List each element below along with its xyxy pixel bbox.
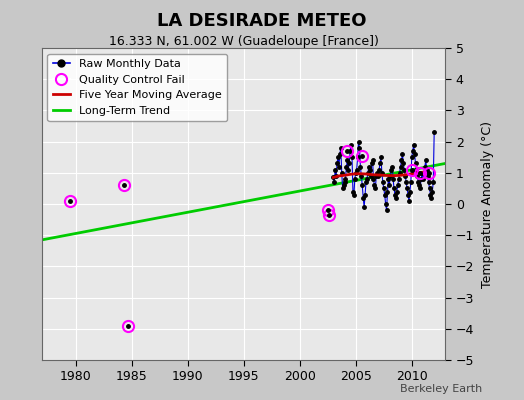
Text: LA DESIRADE METEO: LA DESIRADE METEO [157, 12, 367, 30]
Title: 16.333 N, 61.002 W (Guadeloupe [France]): 16.333 N, 61.002 W (Guadeloupe [France]) [108, 35, 379, 48]
Y-axis label: Temperature Anomaly (°C): Temperature Anomaly (°C) [481, 120, 494, 288]
Legend: Raw Monthly Data, Quality Control Fail, Five Year Moving Average, Long-Term Tren: Raw Monthly Data, Quality Control Fail, … [48, 54, 227, 121]
Text: Berkeley Earth: Berkeley Earth [400, 384, 482, 394]
